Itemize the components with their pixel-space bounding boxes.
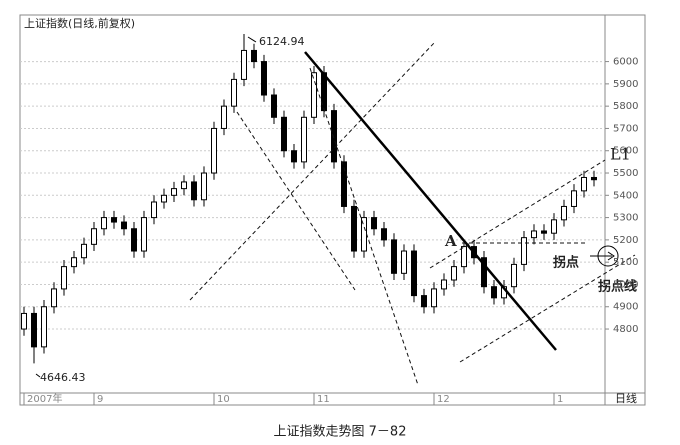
x-tick-label: 2007年 xyxy=(27,392,62,405)
x-tick-label: 12 xyxy=(437,394,450,405)
chart-title: 上证指数(日线,前复权) xyxy=(24,16,135,30)
candle-body xyxy=(531,230,537,239)
arrow-head xyxy=(607,251,615,261)
candle-body xyxy=(581,176,587,192)
candle-body xyxy=(541,230,547,234)
candle-body xyxy=(161,194,167,203)
candle-body xyxy=(131,228,137,252)
y-tick-label: 4900 xyxy=(613,302,638,313)
candle-body xyxy=(571,190,577,207)
candle-body xyxy=(221,105,227,129)
candle-body xyxy=(291,150,297,163)
x-tick-label: 1 xyxy=(557,394,563,405)
candle-body xyxy=(371,217,377,230)
candle-body xyxy=(481,257,487,288)
dashed-line xyxy=(236,111,356,291)
candle-body xyxy=(421,295,427,308)
candle-body xyxy=(591,176,597,181)
dashed-line xyxy=(189,41,436,301)
candle-body xyxy=(281,116,287,152)
candle-body xyxy=(311,72,317,118)
y-tick-label: 5700 xyxy=(613,123,638,134)
candle-body xyxy=(111,217,117,223)
x-tick-label: 11 xyxy=(317,394,330,405)
pointer xyxy=(247,36,257,43)
dashed-line xyxy=(429,159,606,269)
y-tick-label: 5400 xyxy=(613,190,638,201)
candle-body xyxy=(551,219,557,234)
candle-body xyxy=(461,246,467,268)
candle-body xyxy=(511,263,517,288)
candle-body xyxy=(391,239,397,274)
x-tick-label: 9 xyxy=(97,394,103,405)
y-tick-label: 6000 xyxy=(613,57,638,68)
candle-body xyxy=(331,110,337,163)
candle-body xyxy=(71,257,77,268)
y-tick-label: 5600 xyxy=(613,146,638,157)
candle-body xyxy=(61,266,67,290)
y-tick-label: 5300 xyxy=(613,213,638,224)
candle-body xyxy=(21,312,27,330)
candle-body xyxy=(521,237,527,265)
candle-body xyxy=(241,49,247,80)
candle-body xyxy=(31,312,37,348)
y-tick-label: 5200 xyxy=(613,235,638,246)
low-label: 4646.43 xyxy=(40,371,86,384)
y-tick-label: 5000 xyxy=(613,279,638,290)
candle-body xyxy=(201,172,207,201)
candle-body xyxy=(441,279,447,290)
candle-body xyxy=(41,306,47,348)
candle-body xyxy=(411,250,417,297)
candle-body xyxy=(191,181,197,201)
y-tick-label: 5500 xyxy=(613,168,638,179)
x-tick-label: 10 xyxy=(217,394,230,405)
candle-body xyxy=(181,181,187,190)
y-tick-label: 5800 xyxy=(613,101,638,112)
y-tick-label: 5900 xyxy=(613,79,638,90)
candle-body xyxy=(451,266,457,281)
turning-line-label: 拐点线 xyxy=(598,279,637,295)
y-tick-label: 4800 xyxy=(613,324,638,335)
candle-body xyxy=(401,250,407,274)
candle-body xyxy=(341,161,347,207)
line-label: L1 xyxy=(610,145,631,164)
candle-body xyxy=(141,217,147,252)
candle-body xyxy=(301,116,307,163)
y-tick-label: 5100 xyxy=(613,257,638,268)
candle-body xyxy=(381,228,387,241)
trend-lines xyxy=(35,36,636,386)
candle-body xyxy=(261,61,267,96)
high-label: 6124.94 xyxy=(259,35,305,48)
candle-body xyxy=(81,243,87,259)
candle-body xyxy=(271,94,277,118)
candle-body xyxy=(251,49,257,63)
candle-body xyxy=(51,288,57,308)
candle-body xyxy=(121,221,127,230)
candle-body xyxy=(431,288,437,308)
candle-body xyxy=(491,286,497,299)
candle-body xyxy=(231,78,237,107)
frame xyxy=(19,14,646,406)
trend-line xyxy=(304,51,557,351)
period-label: 日线 xyxy=(615,391,637,405)
candle-body xyxy=(91,228,97,245)
candle-body xyxy=(171,188,177,196)
candle-body xyxy=(351,205,357,252)
caption: 上证指数走势图 7－82 xyxy=(274,424,407,440)
point-label: A xyxy=(444,232,457,250)
dashed-line xyxy=(459,254,636,363)
candle-body xyxy=(101,217,107,230)
candle-body xyxy=(151,201,157,219)
candle-body xyxy=(211,127,217,174)
turning-point-label: 拐点 xyxy=(553,255,579,271)
candle-body xyxy=(561,205,567,221)
pointer xyxy=(35,373,41,378)
